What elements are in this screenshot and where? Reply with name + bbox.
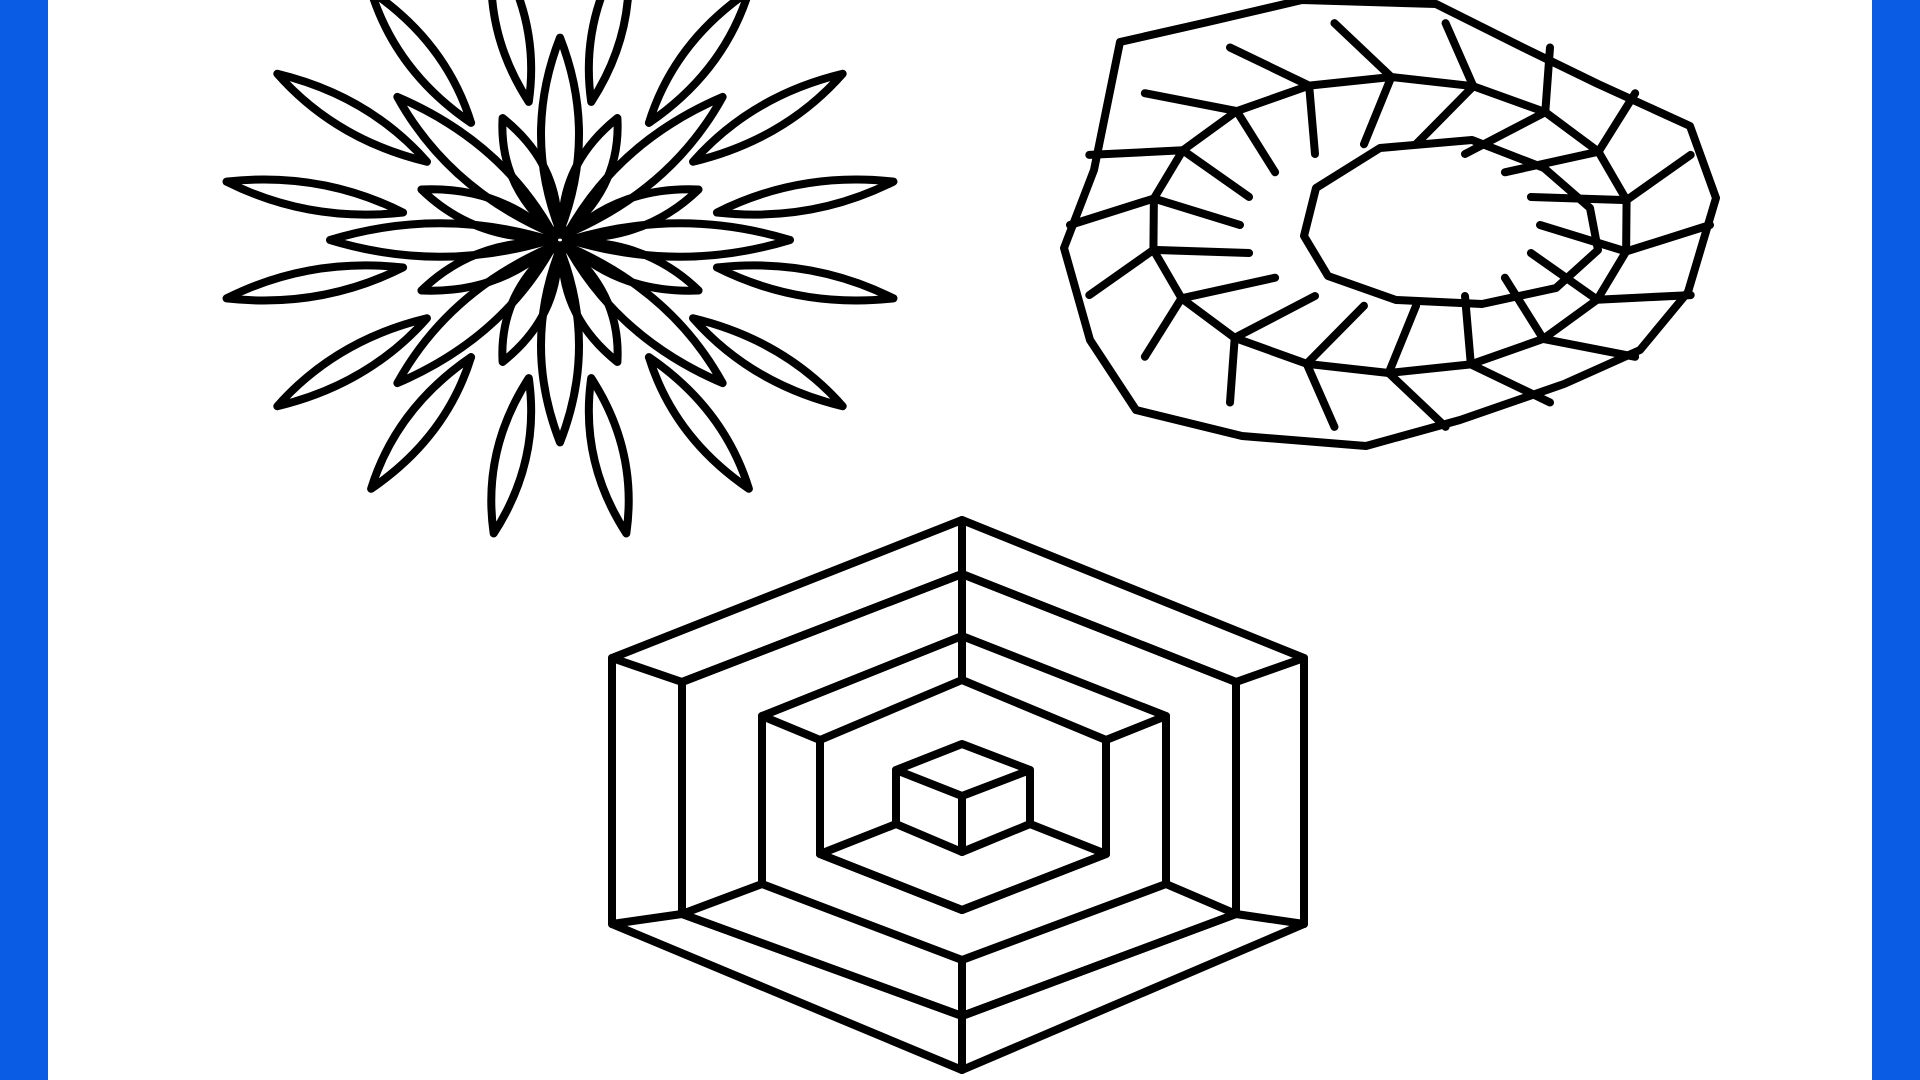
nested-cube-icon — [608, 516, 1308, 1074]
rhombus-ring-icon — [1060, 0, 1720, 450]
left-frame-bar — [0, 0, 48, 1080]
ring-outer-outline — [1060, 0, 1720, 450]
flower-outer-petal — [644, 0, 751, 127]
flower-middle-petal — [326, 219, 554, 261]
flower-outer-petal — [584, 0, 632, 106]
flower-middle-petal — [537, 33, 583, 236]
flower-middle-petal — [563, 242, 727, 388]
flower-middle-petal — [393, 92, 557, 238]
flower-outer-petal — [712, 261, 898, 305]
flower-middle-petal — [563, 92, 727, 238]
flower-inner-petal — [561, 185, 703, 243]
flower-outer-petal — [273, 69, 431, 166]
flower-inner-petal — [498, 114, 562, 240]
flower-outer-petal — [644, 353, 753, 493]
flower-outer-petal — [222, 175, 408, 219]
flower-middle-petal — [566, 219, 794, 261]
ring-middle-band — [1149, 73, 1631, 377]
flower-outer-petal — [367, 353, 476, 493]
flower-outer-petal — [689, 314, 847, 411]
flower-outer-petal — [689, 69, 847, 166]
flower-outer-petal — [488, 0, 536, 106]
flower-inner-petal — [558, 114, 622, 240]
flower-inner-petal — [417, 185, 559, 243]
flower-outer-petal — [712, 175, 898, 219]
flower-outer-petal — [273, 314, 431, 411]
flower-inner-petal — [417, 237, 559, 295]
petal-flower-icon — [222, 0, 898, 538]
right-frame-bar — [1872, 0, 1920, 1080]
ring-inner-outline — [1300, 136, 1602, 308]
flower-outer-petal — [584, 374, 633, 538]
flower-inner-petal — [561, 237, 703, 295]
flower-inner-petal — [498, 240, 562, 366]
flower-inner-petal — [558, 240, 622, 366]
flower-outer-petal — [369, 0, 476, 127]
flower-outer-petal — [222, 261, 408, 305]
flower-center — [544, 227, 576, 253]
flower-middle-petal — [537, 244, 583, 447]
flower-middle-petal — [393, 242, 557, 388]
flower-outer-petal — [487, 374, 536, 538]
ring-rhombus-tiles — [1066, 19, 1714, 431]
